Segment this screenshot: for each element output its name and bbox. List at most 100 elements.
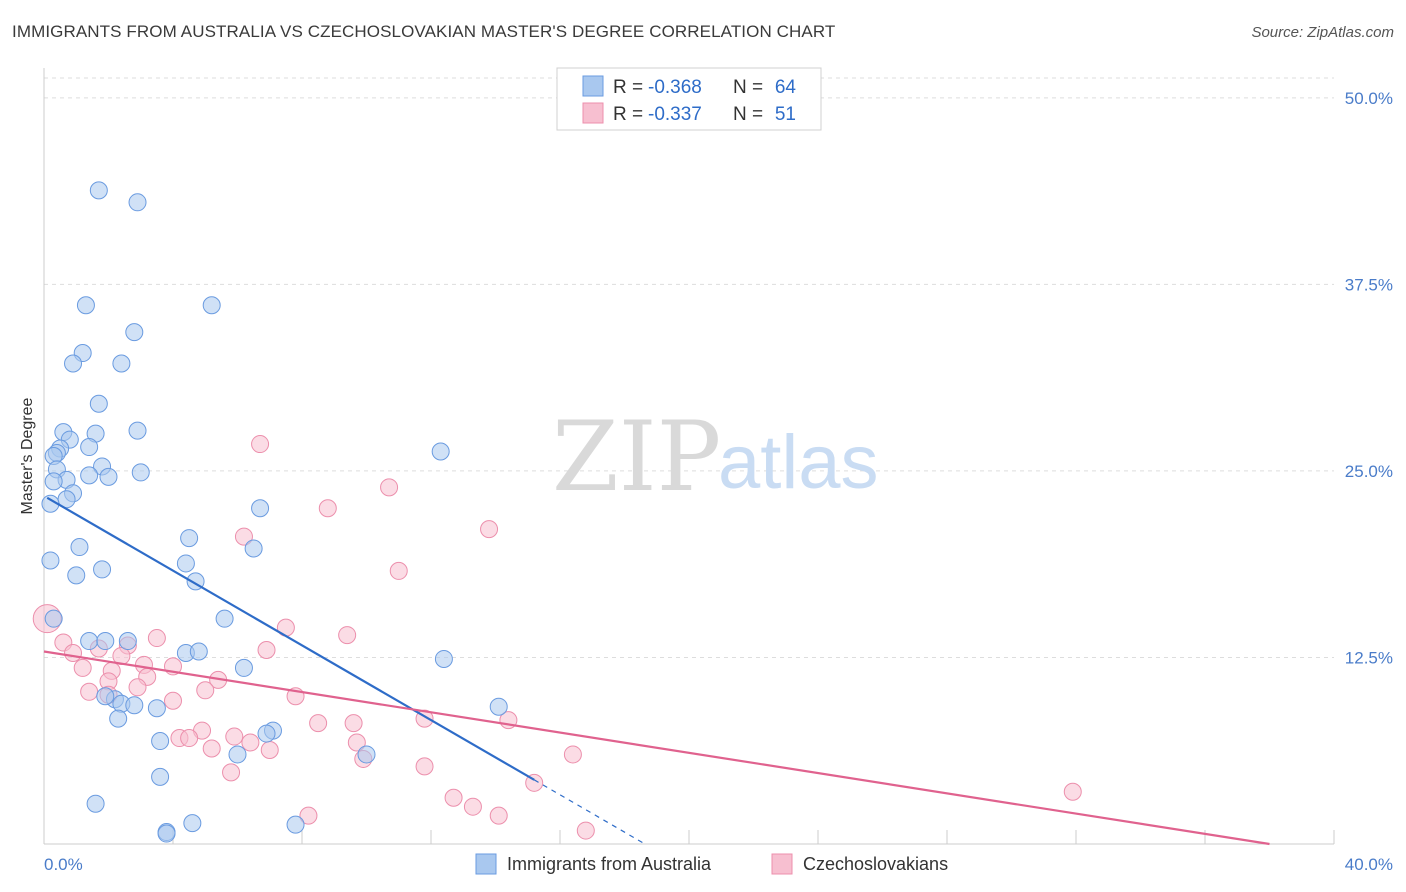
x-tick-label-min: 0.0%: [44, 855, 83, 874]
point-australia-7: [112, 354, 131, 373]
point-australia-43: [189, 642, 208, 661]
grid-layer: [44, 77, 1334, 658]
point-czechoslovakians-4: [480, 520, 499, 539]
point-czechoslovakians-39: [202, 739, 221, 758]
point-czechoslovakians-51: [576, 821, 595, 840]
point-australia-11: [128, 421, 147, 440]
point-australia-26: [431, 442, 450, 461]
axes-layer: [43, 68, 1335, 845]
point-australia-14: [80, 438, 99, 457]
chart-title: IMMIGRANTS FROM AUSTRALIA VS CZECHOSLOVA…: [12, 22, 836, 41]
bottom-legend-label-australia: Immigrants from Australia: [507, 854, 712, 874]
point-czechoslovakians-35: [180, 729, 199, 748]
point-australia-58: [151, 767, 170, 786]
trendline-czechoslovakians: [43, 650, 1270, 846]
point-czechoslovakians-44: [222, 763, 241, 782]
point-australia-20: [80, 466, 99, 485]
point-czechoslovakians-48: [1063, 782, 1082, 801]
point-australia-34: [93, 560, 112, 579]
legend-r-value-czechoslovakians: -0.337: [648, 104, 702, 125]
point-australia-51: [109, 709, 128, 728]
point-australia-6: [64, 354, 83, 373]
point-czechoslovakians-50: [489, 806, 508, 825]
y-tick-label-1: 25.0%: [1345, 462, 1393, 481]
trend-layer: [43, 496, 1270, 846]
point-australia-29: [180, 529, 199, 548]
point-australia-41: [118, 632, 137, 651]
point-czechoslovakians-8: [338, 626, 357, 645]
point-australia-47: [96, 687, 115, 706]
point-australia-45: [234, 658, 253, 677]
point-czechoslovakians-11: [147, 629, 166, 648]
point-australia-21: [131, 463, 150, 482]
point-czechoslovakians-26: [196, 681, 215, 700]
point-australia-52: [489, 697, 508, 716]
point-czechoslovakians-46: [444, 788, 463, 807]
trendline-extension-australia: [533, 779, 645, 844]
point-australia-2: [76, 296, 95, 315]
point-australia-4: [125, 323, 144, 342]
point-australia-3: [202, 296, 221, 315]
y-tick-labels: 12.5% 25.0% 37.5% 50.0%: [1345, 89, 1393, 668]
point-czechoslovakians-14: [64, 643, 83, 662]
point-czechoslovakians-42: [563, 745, 582, 764]
correlation-legend: R = -0.368 N = 64 R = -0.337 N = 51: [556, 67, 822, 131]
point-australia-55: [151, 732, 170, 751]
y-tick-label-3: 50.0%: [1345, 89, 1393, 108]
point-australia-8: [89, 394, 108, 413]
point-australia-39: [80, 632, 99, 651]
chart-source: Source: ZipAtlas.com: [1251, 24, 1394, 41]
point-czechoslovakians-24: [80, 682, 99, 701]
point-australia-59: [86, 794, 105, 813]
points-layer: [32, 181, 1082, 843]
point-australia-57: [357, 745, 376, 764]
point-czechoslovakians-36: [225, 727, 244, 746]
point-australia-30: [244, 539, 263, 558]
point-australia-33: [176, 554, 195, 573]
point-czechoslovakians-23: [128, 678, 147, 697]
point-czechoslovakians-28: [164, 691, 182, 710]
point-australia-31: [70, 538, 89, 557]
point-australia-38: [215, 609, 234, 628]
y-axis-label: Master's Degree: [19, 397, 36, 514]
point-australia-35: [67, 566, 86, 585]
y-tick-label-2: 37.5%: [1345, 275, 1393, 294]
x-tick-label-max: 40.0%: [1345, 855, 1393, 874]
point-czechoslovakians-32: [344, 714, 363, 733]
legend-r-value-australia: -0.368: [648, 77, 702, 98]
point-czechoslovakians-5: [234, 527, 253, 546]
point-australia-54: [257, 724, 276, 743]
legend-n-value-czechoslovakians: 51: [775, 104, 796, 125]
point-australia-19: [99, 467, 118, 486]
point-czechoslovakians-49: [299, 806, 318, 825]
legend-n-label-czechoslovakians: N =: [733, 104, 763, 125]
point-czechoslovakians-3: [318, 499, 337, 518]
y-tick-label-0: 12.5%: [1345, 648, 1393, 667]
point-czechoslovakians-38: [347, 733, 366, 752]
point-australia-40: [96, 632, 115, 651]
legend-swatch-czechoslovakians: [582, 102, 604, 124]
point-czechoslovakians-2: [380, 478, 399, 497]
series-legend: Immigrants from Australia Czechoslovakia…: [475, 853, 948, 875]
point-czechoslovakians-40: [260, 740, 279, 759]
point-czechoslovakians-37: [241, 733, 260, 752]
point-australia-32: [41, 551, 60, 570]
point-australia-61: [286, 815, 305, 834]
legend-n-value-australia: 64: [775, 77, 797, 98]
point-czechoslovakians-6: [389, 561, 408, 580]
legend-r-label-czechoslovakians: R =: [613, 104, 643, 125]
point-czechoslovakians-43: [415, 757, 434, 776]
point-australia-63: [157, 824, 176, 843]
point-australia-60: [183, 814, 202, 833]
point-czechoslovakians-47: [463, 797, 482, 816]
watermark: ZIP atlas: [552, 401, 879, 513]
legend-swatch-australia: [582, 75, 604, 97]
trendline-australia: [46, 496, 535, 781]
point-czechoslovakians-18: [73, 658, 92, 677]
point-australia-37: [44, 609, 63, 628]
point-czechoslovakians-1: [251, 435, 270, 454]
point-australia-56: [228, 745, 247, 764]
legend-r-label-australia: R =: [613, 77, 643, 98]
point-czechoslovakians-13: [257, 641, 276, 659]
